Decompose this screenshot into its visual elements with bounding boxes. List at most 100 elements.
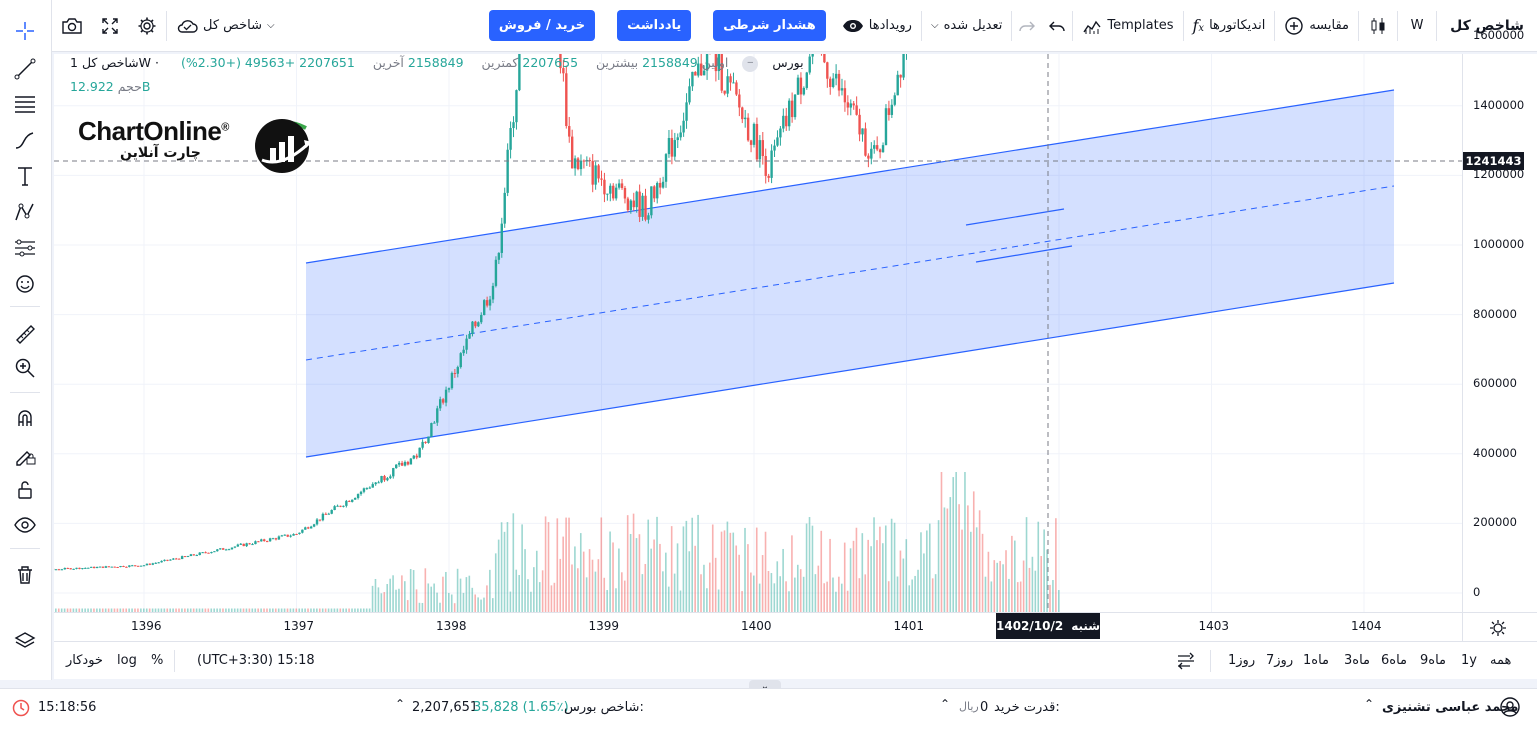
volume-bar: [468, 575, 471, 612]
fib-retracement-icon[interactable]: [11, 90, 39, 118]
chevron-down-icon[interactable]: ⌃: [395, 697, 406, 711]
trash-icon[interactable]: [11, 561, 39, 589]
compare-button[interactable]: مقایسه: [1275, 0, 1358, 52]
volume-bar: [81, 608, 84, 612]
volume-bar: [257, 608, 259, 612]
sun-settings-icon[interactable]: [1489, 619, 1507, 637]
range-1d[interactable]: 1روز: [1228, 653, 1256, 668]
candle-body: [884, 108, 888, 146]
chart-canvas[interactable]: [0, 0, 1462, 612]
volume-bar: [838, 576, 840, 612]
volume-bar: [955, 472, 957, 612]
candle-body: [239, 543, 242, 545]
volume-bar: [591, 559, 594, 612]
watch-symbol-dropdown[interactable]: شاخص کل ⌵: [167, 0, 284, 52]
brush-icon[interactable]: [11, 126, 39, 154]
range-7d[interactable]: 7روز: [1266, 653, 1294, 668]
user-avatar-icon[interactable]: [1500, 697, 1520, 717]
prediction-tool-icon[interactable]: [11, 234, 39, 262]
chevron-up-icon[interactable]: ⌃: [1364, 697, 1375, 711]
price-axis[interactable]: 3000000280000026000002400000220000020000…: [1462, 28, 1537, 612]
candle-body: [661, 181, 665, 188]
events-button[interactable]: رویدادها: [833, 0, 921, 52]
volume-bar: [764, 531, 767, 612]
layers-icon[interactable]: [11, 627, 39, 655]
volume-bar: [814, 574, 817, 612]
fullscreen-button[interactable]: [92, 0, 128, 52]
redo-button[interactable]: [1012, 0, 1042, 52]
volume-bar: [773, 583, 776, 612]
candle-body: [670, 137, 674, 157]
chevron-up-icon[interactable]: ⌃: [940, 697, 951, 711]
volume-bar: [480, 599, 482, 612]
auto-scale-button[interactable]: خودکار: [66, 653, 103, 668]
candle-body: [330, 510, 333, 514]
range-6m[interactable]: 6ماه: [1381, 653, 1408, 668]
volume-bar: [503, 531, 506, 612]
adjusted-dropdown[interactable]: ⌵ تعدیل شده: [922, 0, 1011, 52]
magnet-icon[interactable]: [11, 404, 39, 432]
time-axis[interactable]: 1396 1397 1398 1399 1400 1401 1403 1404 1402/10/…: [54, 612, 1462, 641]
candle-body: [151, 563, 154, 565]
buy-sell-button[interactable]: خرید / فروش: [488, 10, 596, 41]
range-3m[interactable]: 3ماه: [1344, 653, 1371, 668]
volume-bar: [714, 557, 717, 612]
candle-body: [368, 487, 372, 489]
candle-body: [318, 519, 322, 521]
candle-body: [796, 77, 800, 95]
range-1m[interactable]: 1ماه: [1303, 653, 1330, 668]
volume-bar: [606, 590, 608, 612]
volume-bar: [160, 608, 163, 612]
emoji-icon[interactable]: [11, 270, 39, 298]
percent-scale-button[interactable]: %: [151, 653, 164, 668]
candle-body: [867, 155, 870, 159]
candle-body: [213, 551, 216, 553]
channel-upper-line: [305, 89, 1395, 264]
candle-body: [620, 183, 624, 188]
templates-button[interactable]: Templates: [1073, 0, 1182, 52]
undo-button[interactable]: [1042, 0, 1072, 52]
volume-bar: [512, 513, 515, 612]
candle-body: [383, 475, 386, 481]
symbol-search-title[interactable]: شاخص کل: [1450, 17, 1524, 34]
zoom-in-icon[interactable]: [11, 354, 39, 382]
range-1y[interactable]: 1y: [1461, 653, 1477, 668]
indicators-button[interactable]: fx اندیکاتورها: [1184, 0, 1275, 52]
chart-pane[interactable]: شاخص کل 1W · بورس ‒ اولین 2158849 بیشتری…: [0, 0, 1462, 612]
timezone-button[interactable]: (UTC+3:30) 15:18: [197, 653, 315, 668]
volume-bar: [879, 526, 881, 612]
candles-type-button[interactable]: [1359, 0, 1397, 52]
crosshair-icon[interactable]: [11, 17, 39, 45]
candle-body: [826, 62, 829, 79]
volume-bar: [216, 608, 218, 612]
legend-symbol: شاخص کل: [81, 55, 139, 70]
goto-date-icon[interactable]: [1176, 652, 1196, 670]
interval-button[interactable]: W: [1410, 18, 1424, 33]
range-all[interactable]: همه: [1490, 653, 1512, 668]
toolbar-divider: [1072, 10, 1074, 41]
alert-button[interactable]: هشدار شرطی: [713, 10, 826, 41]
volume-bar: [362, 608, 365, 612]
user-name[interactable]: محمد عباسی تشنیزی: [1382, 700, 1519, 715]
candle-body: [506, 149, 509, 193]
settings-button[interactable]: [128, 0, 166, 52]
unlock-icon[interactable]: [11, 476, 39, 504]
clock-alarm-icon[interactable]: [12, 699, 30, 717]
range-9m[interactable]: 9ماه: [1420, 653, 1447, 668]
volume-bar: [380, 593, 383, 612]
lock-drawing-icon[interactable]: [11, 440, 39, 468]
volume-bar: [304, 608, 306, 612]
volume-bar: [145, 608, 148, 612]
volume-bar: [157, 608, 160, 612]
trend-line-icon[interactable]: [11, 55, 39, 83]
note-button[interactable]: یادداشت: [617, 10, 692, 41]
candle-body: [365, 487, 369, 489]
pattern-tool-icon[interactable]: [11, 198, 39, 226]
log-scale-button[interactable]: log: [117, 653, 137, 668]
text-tool-icon[interactable]: [11, 162, 39, 190]
candle-body: [280, 535, 284, 537]
eye-icon[interactable]: [11, 511, 39, 539]
screenshot-button[interactable]: [52, 0, 92, 52]
collapse-legend-icon[interactable]: ‒: [742, 55, 759, 72]
ruler-icon[interactable]: [11, 320, 39, 348]
